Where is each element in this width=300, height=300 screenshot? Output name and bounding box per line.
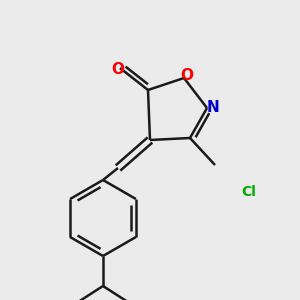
Text: O: O — [181, 68, 194, 83]
Text: O: O — [112, 61, 124, 76]
Text: N: N — [207, 100, 219, 116]
Text: Cl: Cl — [241, 185, 256, 199]
